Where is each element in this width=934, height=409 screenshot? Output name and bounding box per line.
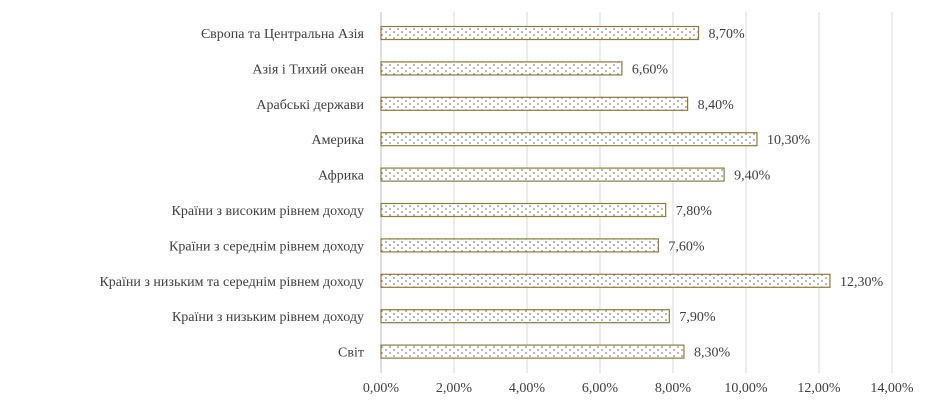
x-tick-label: 14,00% (870, 381, 914, 396)
bar (380, 344, 685, 359)
category-label: Арабські держави (256, 98, 364, 113)
bar (380, 273, 831, 288)
category-label: Європа та Центральна Азія (201, 27, 365, 42)
category-label: Країни з високим рівнем доходу (172, 204, 364, 219)
category-label: Країни з середнім рівнем доходу (169, 239, 364, 254)
data-label: 7,80% (676, 204, 713, 219)
x-tick-label: 0,00% (363, 381, 400, 396)
data-label: 9,40% (734, 169, 771, 184)
x-tick-label: 4,00% (509, 381, 546, 396)
bar (380, 167, 725, 182)
bar (380, 309, 670, 324)
bar (380, 61, 623, 76)
bar (380, 132, 758, 147)
x-tick-label: 6,00% (582, 381, 619, 396)
bars (380, 25, 831, 359)
data-label: 7,90% (679, 310, 716, 325)
data-label: 7,60% (668, 239, 705, 254)
data-label: 10,30% (767, 133, 811, 148)
x-tick-label: 8,00% (655, 381, 692, 396)
data-label: 6,60% (632, 62, 669, 77)
category-label: Азія і Тихий океан (252, 62, 364, 77)
category-label: Країни з низьким та середнім рівнем дохо… (99, 275, 364, 290)
category-label: Країни з низьким рівнем доходу (172, 310, 364, 325)
x-tick-label: 2,00% (436, 381, 473, 396)
bar (380, 25, 700, 41)
category-label: Африка (318, 169, 365, 184)
bar (380, 202, 667, 218)
labels: 0,00% 2,00% 4,00% 6,00% 8,00% 10,00% 12,00% 14,… (99, 27, 913, 396)
data-label: 8,30% (694, 346, 731, 361)
category-label: Америка (312, 133, 365, 148)
category-label: Світ (338, 346, 364, 361)
x-tick-label: 12,00% (797, 381, 841, 396)
data-label: 8,70% (709, 27, 746, 42)
data-label: 8,40% (698, 98, 735, 113)
x-tick-label: 10,00% (724, 381, 768, 396)
data-label: 12,30% (840, 275, 884, 290)
bar (380, 96, 689, 111)
bar (380, 238, 659, 253)
